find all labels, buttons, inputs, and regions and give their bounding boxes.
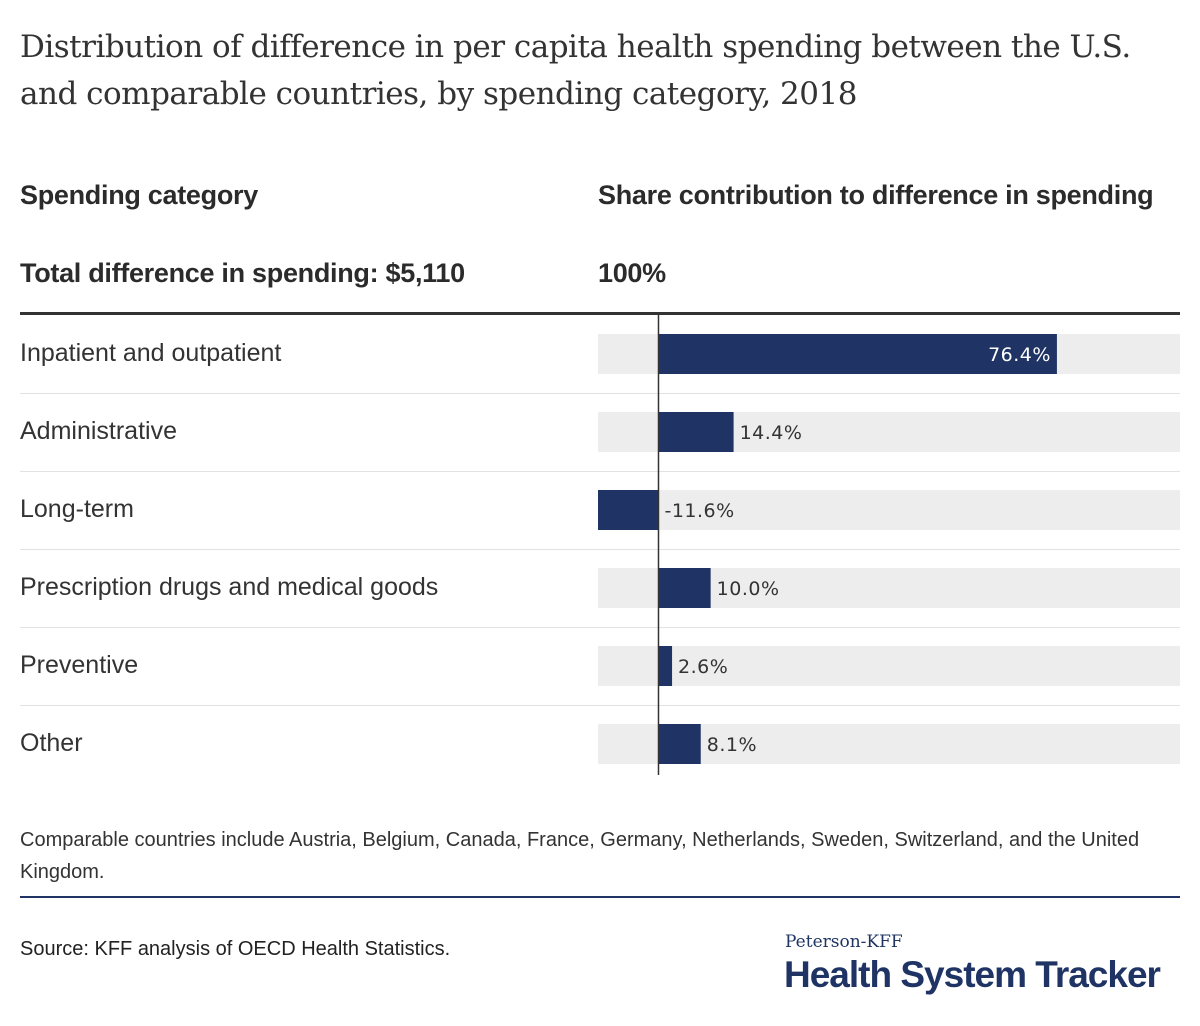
category-label: Long-term xyxy=(20,495,134,523)
chart-title: Distribution of difference in per capita… xyxy=(20,29,1131,112)
bar-track xyxy=(598,646,1180,686)
data-label: 10.0% xyxy=(717,578,780,600)
logo-health-system-tracker: Health System Tracker xyxy=(784,954,1161,995)
footnote: Comparable countries include Austria, Be… xyxy=(20,829,1140,883)
row-divider xyxy=(20,627,1180,628)
bar-track xyxy=(598,412,1180,452)
category-label: Inpatient and outpatient xyxy=(20,339,282,367)
bar-track xyxy=(598,334,1180,374)
bar-track xyxy=(598,568,1180,608)
data-label: 2.6% xyxy=(678,656,728,678)
data-label: 76.4% xyxy=(988,344,1051,366)
bar xyxy=(658,334,1057,374)
category-label: Preventive xyxy=(20,651,139,679)
data-label: -11.6% xyxy=(664,500,734,522)
row-divider xyxy=(20,705,1180,706)
bar xyxy=(658,568,711,608)
row-divider xyxy=(20,549,1180,550)
category-label: Prescription drugs and medical goods xyxy=(20,573,439,601)
bar xyxy=(658,412,734,452)
header-spending-category: Spending category xyxy=(20,180,258,210)
row-divider xyxy=(20,471,1180,472)
bar-track xyxy=(598,490,1180,530)
category-label: Administrative xyxy=(20,417,177,445)
source-note: Source: KFF analysis of OECD Health Stat… xyxy=(20,938,451,960)
category-label: Other xyxy=(20,729,83,757)
bar xyxy=(658,646,673,686)
logo-peterson-kff: Peterson-KFF xyxy=(785,932,903,952)
data-label: 8.1% xyxy=(707,734,757,756)
total-difference: Total difference in spending: $5,110 xyxy=(20,258,465,288)
total-percent: 100% xyxy=(598,258,666,288)
header-share-contribution: Share contribution to difference in spen… xyxy=(598,180,1154,210)
data-label: 14.4% xyxy=(740,422,803,444)
header-divider xyxy=(20,312,1180,315)
bar-track xyxy=(598,724,1180,764)
footer-divider xyxy=(20,896,1180,898)
row-divider xyxy=(20,393,1180,394)
bar xyxy=(658,724,701,764)
bar xyxy=(598,490,659,530)
